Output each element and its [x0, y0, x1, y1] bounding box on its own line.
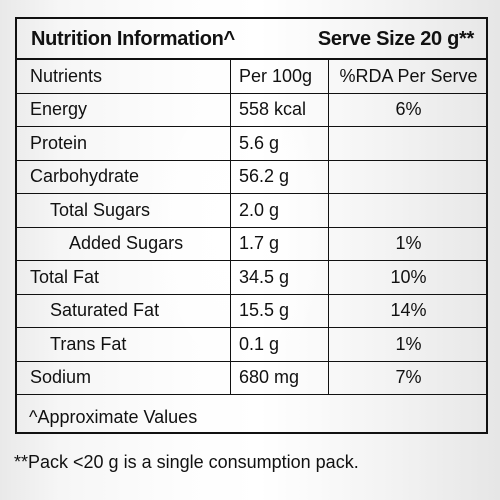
nutrient-name: Total Fat: [30, 266, 100, 287]
per-100g-value: 15.5 g: [230, 294, 328, 327]
table-row: Carbohydrate 56.2 g: [17, 160, 488, 194]
table-row: Added Sugars 1.7 g 1%: [17, 227, 488, 261]
table-row: Total Sugars 2.0 g: [17, 194, 486, 228]
per-100g-value: 56.2 g: [230, 160, 328, 193]
nutrient-name: Trans Fat: [50, 333, 127, 354]
table-row: Sodium 680 mg 7%: [17, 361, 488, 395]
per-100g-value: 680 mg: [230, 361, 328, 394]
rda-value: [328, 160, 488, 193]
panel-header: Nutrition Information^ Serve Size 20 g**: [17, 19, 486, 60]
nutrient-name: Total Sugars: [50, 199, 151, 220]
per-100g-value: 2.0 g: [230, 194, 328, 227]
panel-title: Nutrition Information^: [31, 28, 235, 50]
table-row: Total Fat 34.5 g 10%: [17, 261, 486, 295]
column-header-rda: %RDA Per Serve: [328, 60, 488, 93]
nutrient-name: Energy: [30, 99, 88, 120]
nutrient-name: Added Sugars: [69, 233, 184, 254]
nutrient-name: Carbohydrate: [30, 166, 140, 187]
per-100g-value: 1.7 g: [230, 227, 328, 260]
table-row: Energy 558 kcal 6%: [17, 93, 488, 127]
pack-footnote: **Pack <20 g is a single consumption pac…: [14, 452, 359, 472]
per-100g-value: 558 kcal: [230, 93, 328, 126]
rda-value: 10%: [328, 261, 488, 294]
rda-value: 14%: [328, 294, 488, 327]
table-row: Saturated Fat 15.5 g 14%: [17, 294, 488, 328]
rda-value: 6%: [328, 93, 488, 126]
rda-value: 1%: [328, 328, 488, 361]
nutrient-name: Saturated Fat: [50, 300, 160, 321]
approx-values-note: ^Approximate Values: [29, 406, 198, 427]
serve-size: Serve Size 20 g**: [317, 28, 474, 50]
column-header-nutrients: Nutrients: [30, 65, 103, 86]
nutrition-table: Nutrients Per 100g %RDA Per Serve Energy…: [17, 60, 486, 395]
nutrient-name: Protein: [30, 132, 88, 153]
per-100g-value: 0.1 g: [230, 328, 328, 361]
per-100g-value: 34.5 g: [230, 261, 328, 294]
rda-value: [328, 127, 488, 160]
rda-value: 1%: [328, 227, 488, 260]
nutrient-name: Sodium: [30, 367, 92, 388]
table-row: Trans Fat 0.1 g 1%: [17, 328, 486, 362]
table-header-row: Nutrients Per 100g %RDA Per Serve: [17, 60, 486, 94]
nutrition-panel: Nutrition Information^ Serve Size 20 g**…: [15, 17, 488, 434]
table-row: Protein 5.6 g: [17, 127, 486, 161]
column-header-per100g: Per 100g: [230, 60, 328, 93]
per-100g-value: 5.6 g: [230, 127, 328, 160]
rda-value: [328, 194, 488, 227]
rda-value: 7%: [328, 361, 488, 394]
